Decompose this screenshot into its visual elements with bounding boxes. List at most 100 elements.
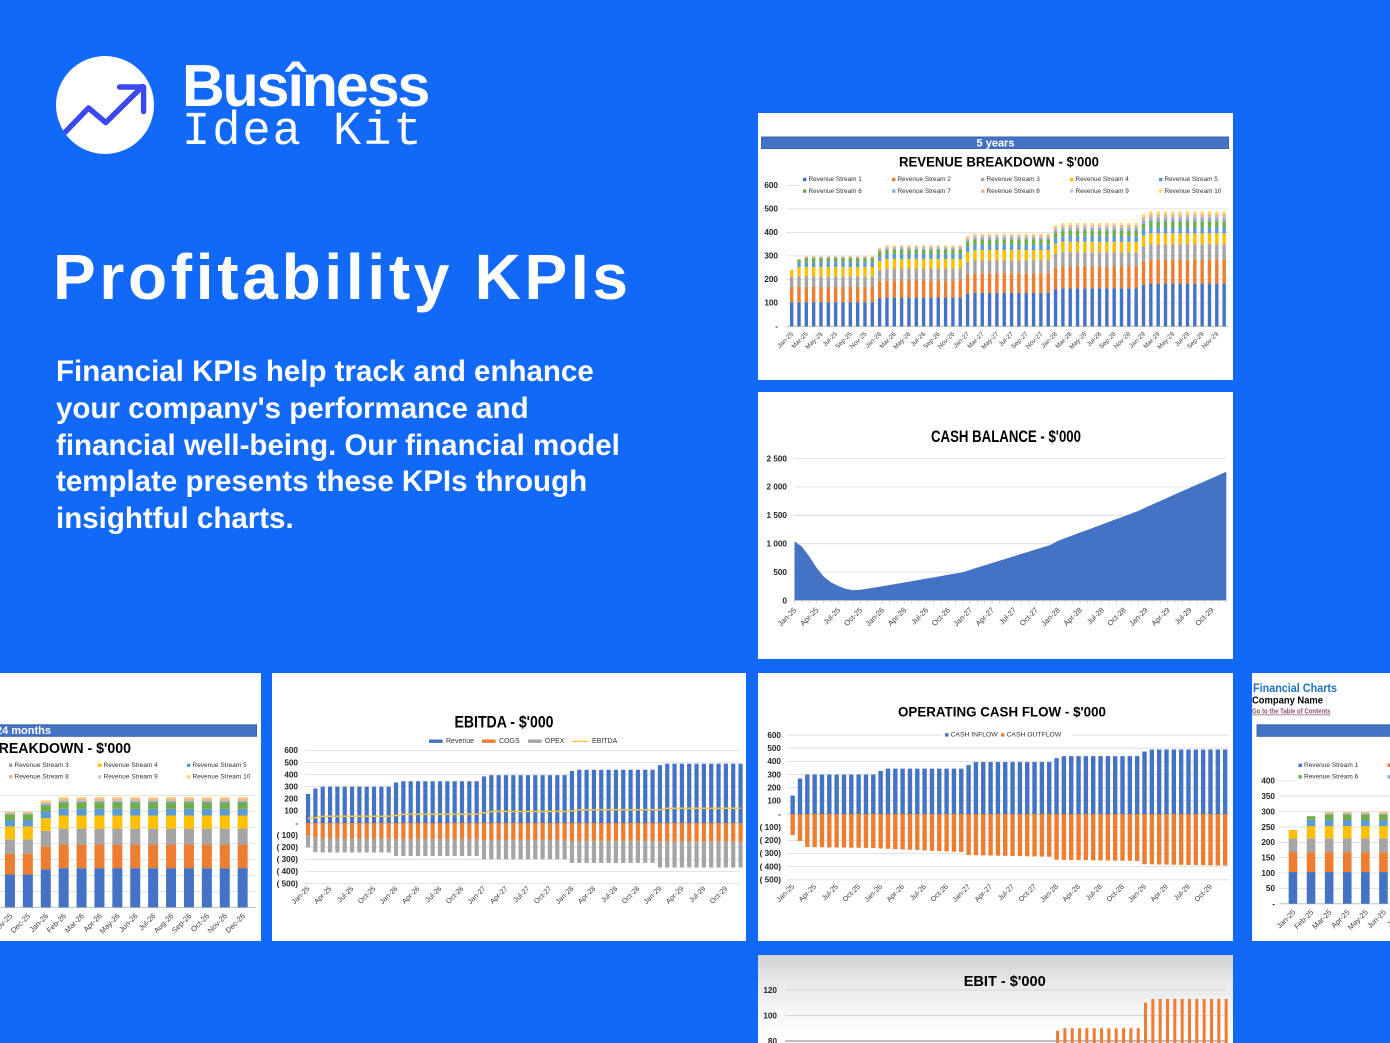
svg-text:350: 350 [1261, 792, 1275, 801]
svg-text:200: 200 [767, 784, 781, 793]
svg-text:500: 500 [773, 568, 787, 577]
svg-text:Mar-26: Mar-26 [63, 911, 86, 934]
svg-text:Jul-28: Jul-28 [1084, 882, 1104, 902]
svg-text:400: 400 [284, 770, 298, 779]
svg-text:400: 400 [764, 228, 778, 237]
svg-text:Oct-25: Oct-25 [356, 884, 378, 906]
svg-text:500: 500 [767, 744, 781, 753]
svg-text:Jan-26: Jan-26 [862, 882, 884, 904]
svg-text:100: 100 [767, 797, 781, 806]
svg-text:Jan-25: Jan-25 [774, 882, 796, 904]
svg-text:Dec-26: Dec-26 [224, 911, 247, 934]
svg-text:Revenue Stream 8: Revenue Stream 8 [987, 188, 1041, 195]
svg-text:80: 80 [768, 1037, 778, 1043]
svg-text:200: 200 [284, 795, 298, 804]
svg-text:Oct-25: Oct-25 [842, 606, 864, 628]
svg-text:2 000: 2 000 [767, 483, 788, 492]
svg-text:500: 500 [764, 205, 778, 214]
svg-text:-: - [778, 810, 781, 819]
svg-text:Apr-27: Apr-27 [974, 606, 996, 628]
svg-text:Revenue Stream 10: Revenue Stream 10 [1165, 188, 1222, 195]
svg-text:Jul-29: Jul-29 [1172, 882, 1192, 902]
svg-text:-: - [1272, 900, 1275, 909]
svg-text:Jan-29: Jan-29 [641, 884, 663, 906]
svg-text:250: 250 [1261, 823, 1275, 832]
svg-text:Oct-25: Oct-25 [840, 882, 862, 904]
svg-text:300: 300 [1261, 807, 1275, 816]
svg-text:CASH OUTFLOW: CASH OUTFLOW [1007, 732, 1062, 739]
svg-text:300: 300 [284, 783, 298, 792]
svg-text:100: 100 [284, 807, 298, 816]
svg-text:Apr-25: Apr-25 [798, 606, 820, 628]
svg-text:50: 50 [1266, 884, 1276, 893]
svg-text:Oct-26: Oct-26 [928, 882, 950, 904]
svg-text:Revenue Stream 2: Revenue Stream 2 [898, 176, 952, 183]
svg-text:Jan-27: Jan-27 [951, 606, 974, 629]
svg-text:Revenue Stream 10: Revenue Stream 10 [193, 774, 251, 781]
svg-text:Oct-26: Oct-26 [930, 606, 952, 628]
svg-text:-: - [295, 819, 298, 828]
svg-text:Oct-29: Oct-29 [1193, 606, 1215, 628]
svg-text:Oct-29: Oct-29 [708, 884, 730, 906]
svg-text:Jun-25: Jun-25 [1365, 908, 1388, 931]
svg-text:Revenue Stream 5: Revenue Stream 5 [193, 762, 248, 769]
svg-text:600: 600 [764, 181, 778, 190]
svg-text:Apr-26: Apr-26 [884, 882, 906, 904]
svg-text:( 100): ( 100) [277, 831, 299, 840]
svg-text:600: 600 [767, 731, 781, 740]
svg-text:Oct-28: Oct-28 [1104, 882, 1126, 904]
svg-text:Jan-26: Jan-26 [378, 884, 400, 906]
svg-text:Jan-28: Jan-28 [1039, 606, 1062, 629]
svg-text:EBITDA: EBITDA [592, 738, 618, 745]
svg-text:600: 600 [284, 746, 298, 755]
svg-text:5 years: 5 years [977, 138, 1015, 150]
svg-text:Jul-29: Jul-29 [687, 884, 707, 904]
svg-text:400: 400 [767, 757, 781, 766]
svg-text:( 500): ( 500) [277, 879, 299, 888]
svg-text:300: 300 [767, 770, 781, 779]
svg-text:Revenue Stream 6: Revenue Stream 6 [809, 188, 863, 195]
svg-text:Jan-29: Jan-29 [1126, 882, 1148, 904]
svg-text:Apr-29: Apr-29 [664, 884, 686, 906]
svg-text:300: 300 [764, 252, 778, 261]
svg-text:2 500: 2 500 [767, 454, 788, 463]
svg-text:Jan-25: Jan-25 [776, 606, 799, 629]
svg-text:Jul-28: Jul-28 [599, 884, 619, 904]
svg-text:Financial Charts: Financial Charts [1253, 683, 1337, 695]
svg-text:Oct-27: Oct-27 [532, 884, 554, 906]
svg-text:OPERATING CASH FLOW - $'000: OPERATING CASH FLOW - $'000 [898, 704, 1106, 719]
svg-text:OPEX: OPEX [545, 738, 565, 745]
svg-text:0: 0 [782, 596, 787, 605]
svg-text:( 300): ( 300) [277, 855, 299, 864]
svg-text:Apr-27: Apr-27 [972, 882, 994, 904]
svg-text:Jul-26: Jul-26 [909, 606, 930, 627]
svg-text:Jun-26: Jun-26 [117, 911, 140, 934]
svg-text:( 500): ( 500) [760, 876, 782, 885]
svg-text:Oct-28: Oct-28 [620, 884, 642, 906]
svg-text:Revenue Stream 7: Revenue Stream 7 [898, 188, 952, 195]
svg-text:1 000: 1 000 [767, 540, 788, 549]
svg-text:( 400): ( 400) [760, 862, 782, 871]
svg-text:500: 500 [284, 758, 298, 767]
svg-text:Nov-29: Nov-29 [1201, 331, 1221, 351]
svg-text:REVENUE BREAKDOWN - $'000: REVENUE BREAKDOWN - $'000 [0, 741, 131, 757]
svg-text:Jan-29: Jan-29 [1127, 606, 1150, 629]
svg-text:24 months: 24 months [0, 725, 51, 737]
svg-text:150: 150 [1261, 853, 1275, 862]
svg-text:Apr-26: Apr-26 [400, 884, 422, 906]
svg-text:REVENUE BREAKDOWN - $'000: REVENUE BREAKDOWN - $'000 [899, 155, 1099, 170]
svg-text:Go to the Table of Contents: Go to the Table of Contents [1252, 707, 1331, 716]
svg-text:CASH BALANCE - $'000: CASH BALANCE - $'000 [931, 428, 1081, 446]
svg-text:( 100): ( 100) [760, 823, 782, 832]
svg-text:Revenue Stream 9: Revenue Stream 9 [1076, 188, 1130, 195]
svg-text:Apr-29: Apr-29 [1149, 606, 1171, 628]
svg-text:Jul-26: Jul-26 [423, 884, 443, 904]
svg-text:May-25: May-25 [1346, 908, 1370, 932]
svg-text:Oct-29: Oct-29 [1192, 882, 1214, 904]
svg-text:1 500: 1 500 [767, 511, 788, 520]
svg-text:Jul-28: Jul-28 [1085, 606, 1106, 627]
svg-text:CASH INFLOW: CASH INFLOW [951, 732, 999, 739]
svg-text:100: 100 [1261, 869, 1275, 878]
svg-text:May-26: May-26 [98, 911, 122, 935]
svg-text:Revenue Stream 3: Revenue Stream 3 [15, 762, 70, 769]
